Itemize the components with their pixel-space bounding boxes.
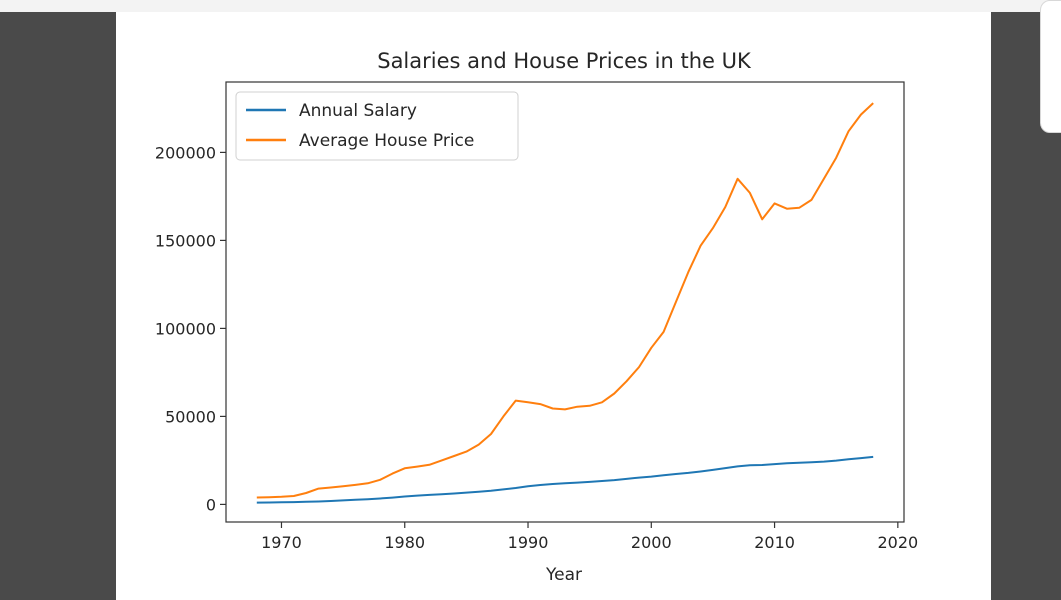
x-tick-label-2000: 2000 <box>631 533 672 552</box>
left-frame <box>0 12 116 600</box>
legend-box <box>235 91 519 161</box>
series-line-average-house-price <box>256 102 874 499</box>
y-tick-label-100000: 100000 <box>155 319 216 338</box>
y-tick-label-0: 0 <box>206 495 216 514</box>
axes-frame <box>225 81 905 523</box>
chart-title: Salaries and House Prices in the UK <box>377 49 752 73</box>
line-chart: Salaries and House Prices in the UK Year… <box>155 49 918 585</box>
x-tick-label-1980: 1980 <box>384 533 425 552</box>
x-axis-label: Year <box>545 565 582 585</box>
x-tick-label-2020: 2020 <box>877 533 918 552</box>
chart-area: Salaries and House Prices in the UK Year… <box>116 12 991 600</box>
y-tick-label-150000: 150000 <box>155 231 216 250</box>
y-tick-label-50000: 50000 <box>165 407 216 426</box>
series-line-annual-salary <box>256 455 874 504</box>
legend-label-annual-salary: Annual Salary <box>299 101 417 121</box>
plot-layer: 1970 1980 1990 2000 2010 2020 0 50000 100000 1500… <box>155 81 918 552</box>
legend-label-average-house-price: Average House Price <box>299 131 474 151</box>
y-tick-label-200000: 200000 <box>155 143 216 162</box>
x-tick-label-1990: 1990 <box>508 533 549 552</box>
x-tick-label-2010: 2010 <box>754 533 795 552</box>
corner-panel <box>1040 0 1061 133</box>
x-tick-label-1970: 1970 <box>261 533 302 552</box>
